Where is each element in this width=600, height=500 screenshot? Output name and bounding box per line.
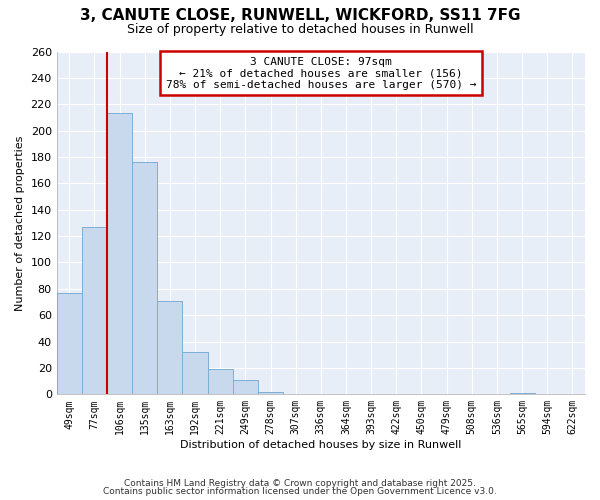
Text: Size of property relative to detached houses in Runwell: Size of property relative to detached ho…: [127, 22, 473, 36]
Y-axis label: Number of detached properties: Number of detached properties: [15, 135, 25, 310]
Bar: [132, 162, 157, 394]
Text: Contains public sector information licensed under the Open Government Licence v3: Contains public sector information licen…: [103, 487, 497, 496]
Bar: [182, 352, 208, 395]
Text: 3, CANUTE CLOSE, RUNWELL, WICKFORD, SS11 7FG: 3, CANUTE CLOSE, RUNWELL, WICKFORD, SS11…: [80, 8, 520, 22]
Text: Contains HM Land Registry data © Crown copyright and database right 2025.: Contains HM Land Registry data © Crown c…: [124, 478, 476, 488]
Text: 3 CANUTE CLOSE: 97sqm
← 21% of detached houses are smaller (156)
78% of semi-det: 3 CANUTE CLOSE: 97sqm ← 21% of detached …: [166, 56, 476, 90]
Bar: [208, 370, 233, 394]
Bar: [157, 300, 182, 394]
Bar: [233, 380, 258, 394]
Bar: [509, 393, 535, 394]
Bar: [258, 392, 283, 394]
Bar: [56, 293, 82, 394]
Bar: [107, 114, 132, 394]
Bar: [82, 227, 107, 394]
X-axis label: Distribution of detached houses by size in Runwell: Distribution of detached houses by size …: [180, 440, 461, 450]
